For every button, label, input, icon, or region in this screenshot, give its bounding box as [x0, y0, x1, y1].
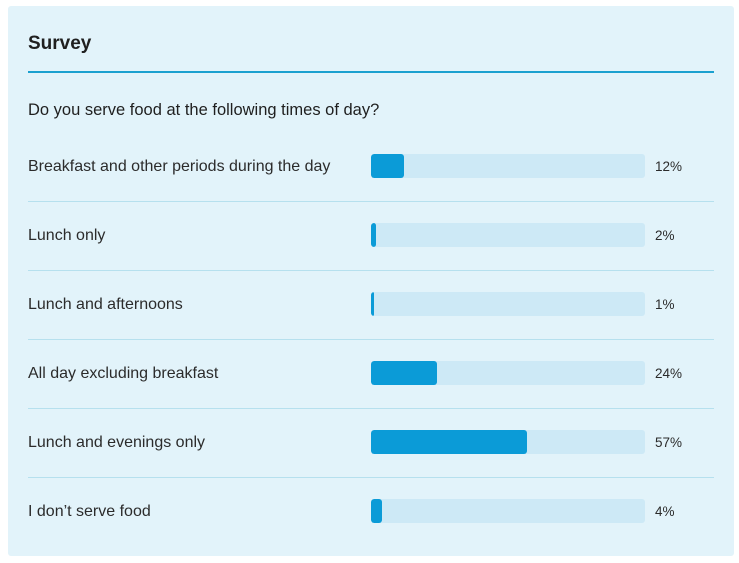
survey-title: Survey [28, 33, 92, 54]
result-percent: 2% [655, 228, 675, 243]
result-row: Lunch only 2% [28, 202, 714, 271]
result-percent: 57% [655, 435, 683, 450]
result-row: I don’t serve food 4% [28, 478, 714, 546]
result-bar-fill [371, 223, 377, 247]
result-percent: 4% [655, 504, 675, 519]
result-row: Lunch and evenings only 57% [28, 409, 714, 478]
result-bar-track [371, 223, 645, 247]
result-percent: 12% [655, 159, 683, 174]
result-bar-fill [371, 499, 382, 523]
result-row: All day excluding breakfast 24% [28, 340, 714, 409]
survey-card: Survey Do you serve food at the followin… [8, 6, 734, 556]
option-label: Lunch only [28, 227, 106, 244]
option-label: Lunch and afternoons [28, 296, 183, 313]
result-bar-fill [371, 361, 437, 385]
result-row: Breakfast and other periods during the d… [28, 133, 714, 202]
result-bar-fill [371, 430, 528, 454]
results-list: Breakfast and other periods during the d… [28, 133, 714, 546]
option-label: All day excluding breakfast [28, 365, 219, 382]
result-row: Lunch and afternoons 1% [28, 271, 714, 340]
result-bar-track [371, 361, 645, 385]
result-bar-fill [371, 292, 374, 316]
option-label: Lunch and evenings only [28, 434, 206, 451]
result-bar-fill [371, 154, 404, 178]
result-bar-track [371, 154, 645, 178]
option-label: Breakfast and other periods during the d… [28, 158, 331, 175]
survey-question: Do you serve food at the following times… [28, 101, 380, 119]
result-percent: 24% [655, 366, 683, 381]
result-bar-track [371, 499, 645, 523]
result-percent: 1% [655, 297, 675, 312]
result-bar-track [371, 430, 645, 454]
option-label: I don’t serve food [28, 503, 151, 520]
title-divider [28, 71, 714, 73]
result-bar-track [371, 292, 645, 316]
